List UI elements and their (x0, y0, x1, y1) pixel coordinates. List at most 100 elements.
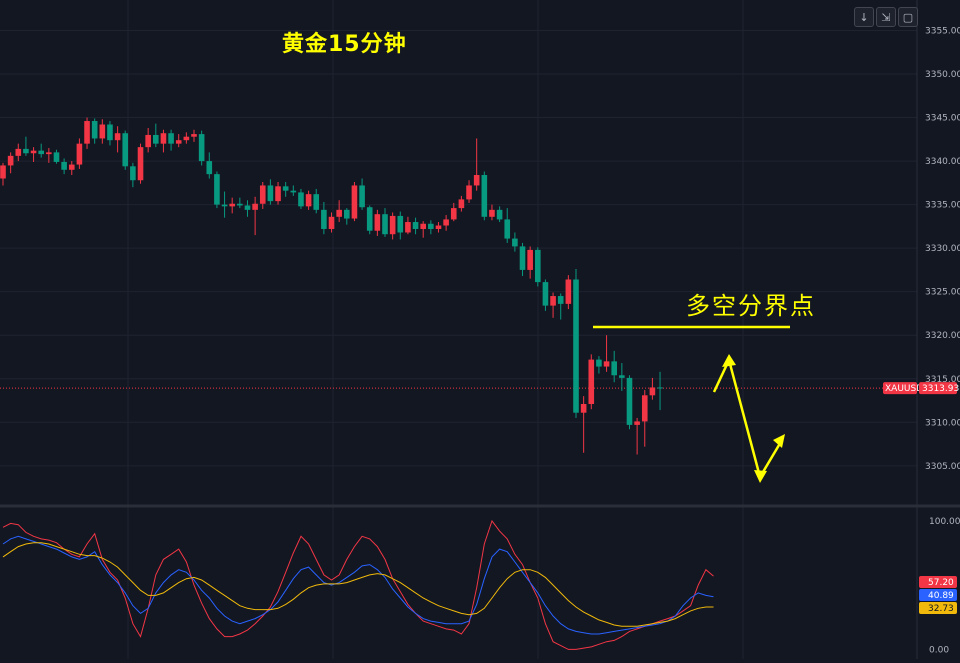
indicator-value-tag (919, 576, 957, 588)
candle-body (122, 133, 129, 167)
candle-body (588, 359, 595, 404)
candle-body (321, 209, 327, 229)
price-tick-label: 3305.00 (925, 462, 960, 472)
candle-body (137, 147, 144, 181)
candle-body (458, 199, 465, 209)
arrow-head-up-icon (722, 354, 736, 367)
candle-body (328, 216, 335, 229)
last-price-tag (919, 382, 957, 395)
candle-body (30, 150, 37, 154)
candle-body (344, 209, 350, 219)
price-tick-label: 3345.00 (925, 114, 960, 124)
candle-body (565, 279, 572, 304)
candle-body (466, 185, 472, 200)
candle-body (46, 152, 52, 155)
candle-body (389, 215, 396, 235)
candle-body (130, 166, 136, 181)
price-axis[interactable]: 3355.00 3350.00 3345.00 3340.00 3335.00 3330.… (925, 26, 960, 655)
candle-body (550, 296, 556, 306)
last-price-tag-text: 3313.93 (922, 384, 959, 394)
annotation-label: 多空分界点 (686, 292, 816, 320)
candle-body (504, 219, 511, 239)
candle-body (153, 134, 159, 144)
candle-body (191, 134, 197, 137)
candle-body (450, 208, 457, 220)
candle-body (68, 164, 75, 170)
candle-body (535, 249, 541, 283)
indicator-value-text: 40.89 (928, 591, 954, 601)
candle-body (229, 203, 235, 207)
symbol-tag (883, 382, 917, 395)
price-tick-label: 3350.00 (925, 70, 960, 80)
candle-body (519, 246, 526, 270)
candle-body (542, 282, 549, 306)
candle-body (512, 238, 518, 247)
candle-body (61, 161, 67, 170)
fullscreen-icon[interactable]: ▢ (898, 7, 918, 27)
candle-body (527, 249, 533, 270)
candle-body (221, 204, 228, 207)
candle-body (412, 222, 419, 229)
candle-body (183, 136, 190, 141)
candle-body (435, 225, 442, 229)
candle-body (145, 134, 151, 148)
candle-body (168, 133, 174, 144)
projection-arrow-path (712, 356, 784, 481)
candle-body (596, 359, 602, 367)
candle-body (351, 185, 358, 219)
arrow-down-icon[interactable]: ↓ (854, 7, 874, 27)
candle-body (313, 194, 320, 210)
candle-body (473, 175, 480, 186)
price-tick-label: 3330.00 (925, 244, 960, 254)
collapse-icon[interactable]: ⇲ (876, 7, 896, 27)
candle-body (397, 215, 404, 233)
candle-body (374, 214, 381, 231)
oscillator-series (2, 519, 714, 650)
candle-body (496, 209, 503, 220)
candle-body (175, 140, 182, 144)
price-tick-label: 3335.00 (925, 201, 960, 211)
symbol-tag-text: XAUUSD (885, 384, 923, 394)
candle-body (107, 124, 113, 141)
kdj-k-line (2, 535, 714, 635)
price-tick-label: 3325.00 (925, 288, 960, 298)
candle-body (275, 186, 281, 202)
candle-body (252, 203, 258, 210)
candle-body (366, 207, 373, 231)
chart-title: 黄金15分钟 (282, 32, 407, 57)
candle-body (626, 377, 633, 425)
candle-body (198, 134, 205, 162)
candle-body (267, 185, 274, 202)
candle-body (160, 133, 167, 144)
price-tick-label: 3315.00 (925, 375, 960, 385)
candle-body (634, 421, 640, 425)
kdj-d-line (2, 542, 714, 627)
price-tick-label: 3320.00 (925, 331, 960, 341)
candle-body (489, 209, 495, 217)
candle-body (641, 395, 648, 422)
candle-body (0, 165, 6, 179)
candle-body (91, 121, 98, 139)
candle-body (428, 223, 434, 229)
indicator-value-tag (919, 589, 957, 601)
candle-body (405, 222, 411, 233)
candle-body (359, 185, 365, 208)
candle-body (420, 223, 426, 229)
candle-body (573, 279, 579, 413)
candle-body (481, 175, 488, 217)
arrow-head-down-icon (754, 470, 767, 483)
candle-body (15, 148, 22, 156)
candle-body (99, 124, 106, 139)
candle-body (214, 174, 220, 205)
candle-body (53, 152, 60, 162)
candle-body (298, 192, 304, 207)
candle-body (259, 185, 266, 204)
indicator-value-text: 57.20 (928, 578, 954, 588)
candle-body (282, 186, 289, 191)
candle-body (84, 121, 90, 144)
candle-body (23, 148, 29, 154)
